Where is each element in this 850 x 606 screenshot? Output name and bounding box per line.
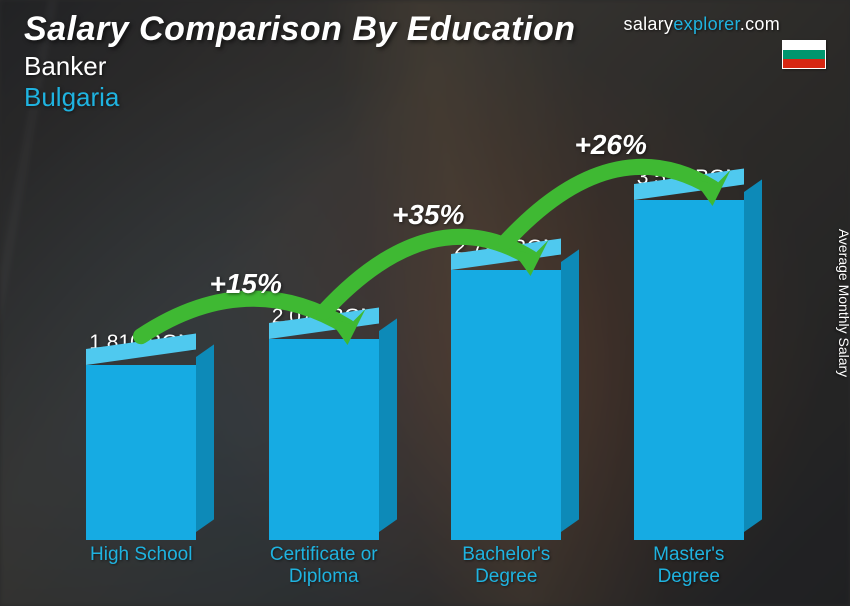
country-flag-icon	[782, 40, 826, 69]
flag-stripe-top	[783, 41, 825, 50]
bar	[269, 339, 379, 540]
bar-slot: 2,070 BGN	[233, 140, 416, 540]
bars-area: 1,810 BGN2,070 BGN2,790 BGN3,510 BGN	[50, 140, 780, 540]
bar	[634, 200, 744, 540]
bar	[451, 270, 561, 540]
x-axis-labels: High SchoolCertificate orDiplomaBachelor…	[50, 544, 780, 588]
bar-chart: 1,810 BGN2,070 BGN2,790 BGN3,510 BGN Hig…	[50, 140, 780, 588]
brand-prefix: salary	[624, 14, 674, 34]
subtitle-country: Bulgaria	[24, 82, 826, 113]
x-axis-label: High School	[50, 544, 233, 588]
subtitle-role: Banker	[24, 51, 826, 82]
x-axis-label: Certificate orDiploma	[233, 544, 416, 588]
bar-slot: 1,810 BGN	[50, 140, 233, 540]
brand-suffix: .com	[740, 14, 780, 34]
bar-slot: 3,510 BGN	[598, 140, 781, 540]
x-axis-label: Bachelor'sDegree	[415, 544, 598, 588]
flag-stripe-bottom	[783, 59, 825, 68]
bar-slot: 2,790 BGN	[415, 140, 598, 540]
brand-logo: salaryexplorer.com	[624, 14, 780, 35]
bar	[86, 365, 196, 540]
x-axis-label: Master'sDegree	[598, 544, 781, 588]
brand-accent: explorer	[673, 14, 739, 34]
flag-stripe-middle	[783, 50, 825, 59]
